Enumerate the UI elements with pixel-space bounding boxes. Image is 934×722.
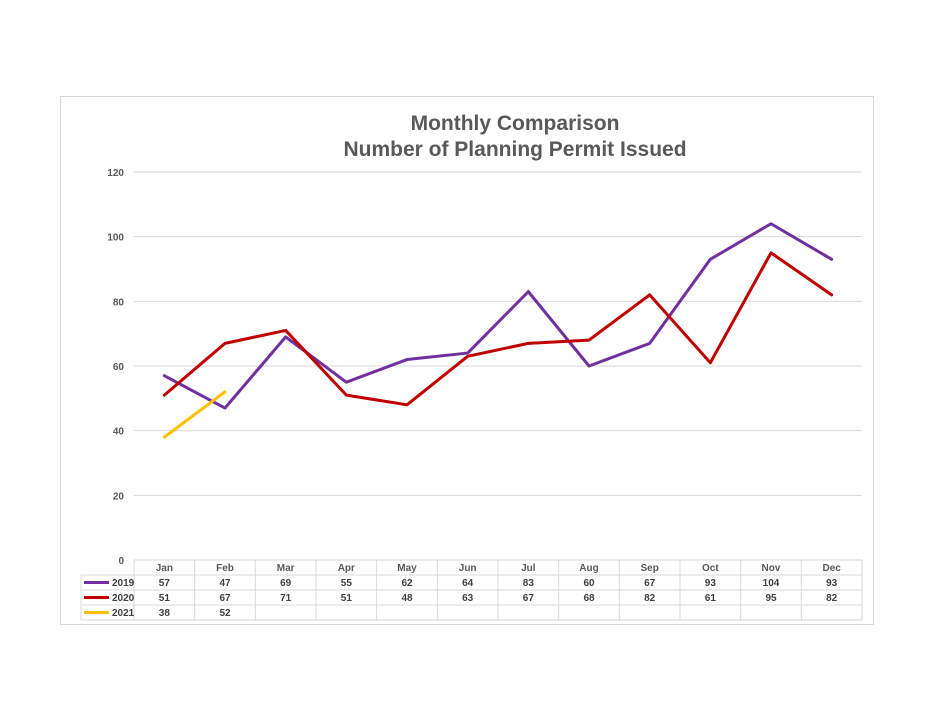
- data-table-cell: 95: [765, 593, 777, 604]
- series-line-2020: [162, 251, 834, 407]
- x-category-label: Jan: [156, 563, 173, 574]
- data-table-cell: 63: [462, 593, 474, 604]
- data-table-cell: 52: [219, 608, 231, 619]
- data-table-cell: 47: [219, 578, 231, 589]
- legend-label-2020: 2020: [112, 593, 135, 604]
- data-table-cell: 93: [826, 578, 838, 589]
- x-category-label: Sep: [640, 563, 658, 574]
- data-table-cell: 51: [159, 593, 171, 604]
- x-category-label: Dec: [822, 563, 841, 574]
- x-category-label: Feb: [216, 563, 234, 574]
- x-category-label: Mar: [277, 563, 295, 574]
- x-category-label: Oct: [702, 563, 719, 574]
- x-category-label: Aug: [579, 563, 598, 574]
- data-table-cell: 69: [280, 578, 292, 589]
- x-category-label: Jun: [459, 563, 477, 574]
- y-tick-label: 100: [107, 233, 124, 244]
- gridlines: [134, 171, 862, 496]
- data-table-cell: 67: [644, 578, 656, 589]
- x-category-label: Nov: [762, 563, 781, 574]
- data-table-cell: 104: [763, 578, 780, 589]
- series-line-2019: [162, 222, 834, 410]
- data-table-cell: 67: [219, 593, 231, 604]
- data-table-cell: 38: [159, 608, 171, 619]
- data-table-cell: 60: [583, 578, 595, 589]
- x-category-label: Apr: [338, 563, 355, 574]
- y-tick-label: 20: [113, 491, 125, 502]
- data-table-cell: 93: [705, 578, 717, 589]
- x-category-label: Jul: [521, 563, 536, 574]
- y-tick-label: 120: [107, 168, 124, 179]
- data-table-cell: 51: [341, 593, 353, 604]
- data-table-cell: 82: [826, 593, 838, 604]
- series-lines: [162, 222, 834, 439]
- data-table-cell: 71: [280, 593, 292, 604]
- data-table-cell: 62: [401, 578, 413, 589]
- data-table-cell: 57: [159, 578, 171, 589]
- data-table-cell: 55: [341, 578, 353, 589]
- legend-label-2021: 2021: [112, 608, 135, 619]
- chart-frame: Monthly Comparison Number of Planning Pe…: [60, 96, 874, 625]
- legend-label-2019: 2019: [112, 578, 135, 589]
- y-tick-label: 80: [113, 297, 125, 308]
- data-table-cell: 82: [644, 593, 656, 604]
- data-table-cell: 67: [523, 593, 535, 604]
- y-tick-label: 40: [113, 427, 125, 438]
- y-tick-label: 0: [118, 556, 124, 567]
- data-table-cell: 64: [462, 578, 474, 589]
- data-table-cell: 83: [523, 578, 535, 589]
- data-table-cell: 48: [401, 593, 413, 604]
- series-line-2021: [162, 390, 227, 439]
- y-axis-ticks: 0 20 40 60 80 100 120: [107, 168, 124, 567]
- line-chart: Monthly Comparison Number of Planning Pe…: [80, 112, 863, 621]
- data-table: Jan Feb Mar Apr May Jun Jul Aug Sep Oct Nov Dec 2019…: [80, 559, 863, 621]
- data-table-cell: 68: [583, 593, 595, 604]
- x-category-label: May: [397, 563, 417, 574]
- chart-title: Monthly Comparison: [411, 112, 620, 135]
- data-table-cell: 61: [705, 593, 717, 604]
- chart-subtitle: Number of Planning Permit Issued: [343, 138, 686, 161]
- y-tick-label: 60: [113, 362, 125, 373]
